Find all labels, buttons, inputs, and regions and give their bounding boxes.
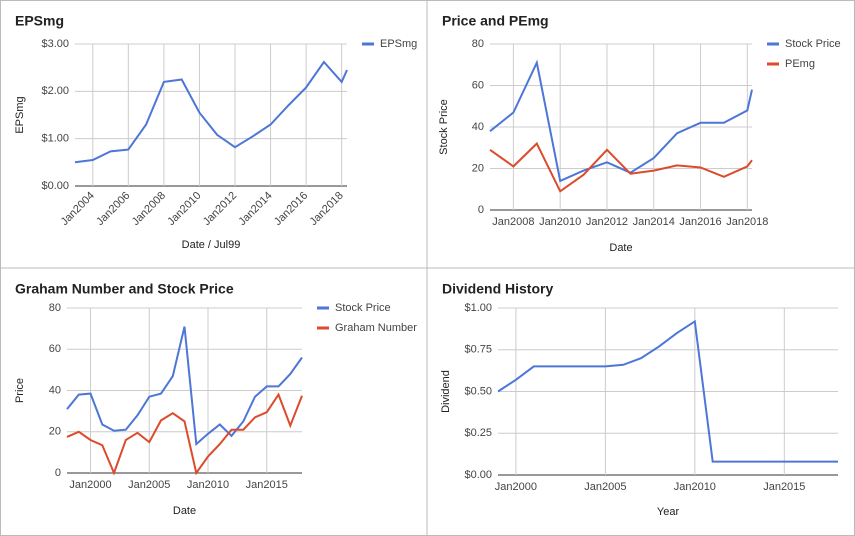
x-tick-label: Jan2010	[165, 190, 203, 228]
y-tick-label: 60	[49, 343, 61, 355]
line-series	[497, 319, 838, 463]
chart-title: Graham Number and Stock Price	[15, 281, 234, 297]
y-tick-label: $1.00	[464, 302, 492, 314]
y-tick-label: 0	[478, 204, 484, 216]
chart-title: EPSmg	[15, 13, 64, 29]
y-tick-label: 80	[49, 302, 61, 314]
y-tick-label: 20	[49, 426, 61, 438]
x-tick-label: Jan2014	[633, 216, 675, 228]
legend-label: Stock Price	[335, 302, 391, 314]
legend-label: Graham Number	[335, 322, 417, 334]
x-tick-label: Jan2008	[492, 216, 534, 228]
y-axis-title: Dividend	[440, 370, 452, 413]
y-tick-label: 40	[49, 384, 61, 396]
chart-title: Price and PEmg	[442, 13, 549, 29]
x-tick-label: Jan2018	[308, 190, 346, 228]
x-axis-title: Date	[609, 242, 632, 254]
y-tick-label: 40	[472, 121, 484, 133]
line-series	[74, 60, 348, 164]
y-tick-label: $0.00	[464, 469, 492, 481]
x-tick-label: Jan2012	[201, 190, 239, 228]
x-axis-title: Date / Jul99	[182, 239, 241, 251]
y-tick-label: 80	[472, 38, 484, 50]
legend-label: EPSmg	[380, 38, 417, 50]
y-tick-label: $0.25	[464, 427, 492, 439]
y-axis-title: Price	[14, 378, 26, 403]
x-tick-label: Jan2016	[679, 216, 721, 228]
y-tick-label: 20	[472, 162, 484, 174]
x-tick-label: Jan2008	[130, 190, 168, 228]
y-tick-label: $0.00	[41, 180, 69, 192]
y-tick-label: $2.00	[41, 85, 69, 97]
y-tick-label: $0.50	[464, 385, 492, 397]
y-axis-title: EPSmg	[14, 96, 26, 133]
line-series	[66, 392, 303, 476]
chart-title: Dividend History	[442, 281, 553, 297]
x-tick-label: Jan2006	[94, 190, 132, 228]
x-tick-label: Jan2000	[495, 481, 537, 493]
x-tick-label: Jan2000	[69, 479, 111, 491]
x-tick-label: Jan2005	[584, 481, 626, 493]
x-tick-label: Jan2010	[539, 216, 581, 228]
x-tick-label: Jan2010	[674, 481, 716, 493]
x-tick-label: Jan2014	[236, 190, 274, 228]
y-tick-label: 0	[55, 467, 61, 479]
legend-label: Stock Price	[785, 38, 841, 50]
y-tick-label: 60	[472, 79, 484, 91]
y-axis-title: Stock Price	[438, 99, 450, 155]
line-series	[66, 326, 303, 447]
x-tick-label: Jan2004	[59, 190, 97, 228]
x-axis-title: Date	[173, 505, 196, 517]
x-tick-label: Jan2015	[246, 479, 288, 491]
line-series	[489, 141, 753, 193]
x-tick-label: Jan2018	[726, 216, 768, 228]
y-tick-label: $0.75	[464, 344, 492, 356]
x-axis-title: Year	[657, 506, 680, 518]
x-tick-label: Jan2015	[763, 481, 805, 493]
x-tick-label: Jan2012	[586, 216, 628, 228]
legend-label: PEmg	[785, 58, 815, 70]
x-tick-label: Jan2016	[272, 190, 310, 228]
y-tick-label: $3.00	[41, 38, 69, 50]
x-tick-label: Jan2010	[187, 479, 229, 491]
y-tick-label: $1.00	[41, 133, 69, 145]
x-tick-label: Jan2005	[128, 479, 170, 491]
